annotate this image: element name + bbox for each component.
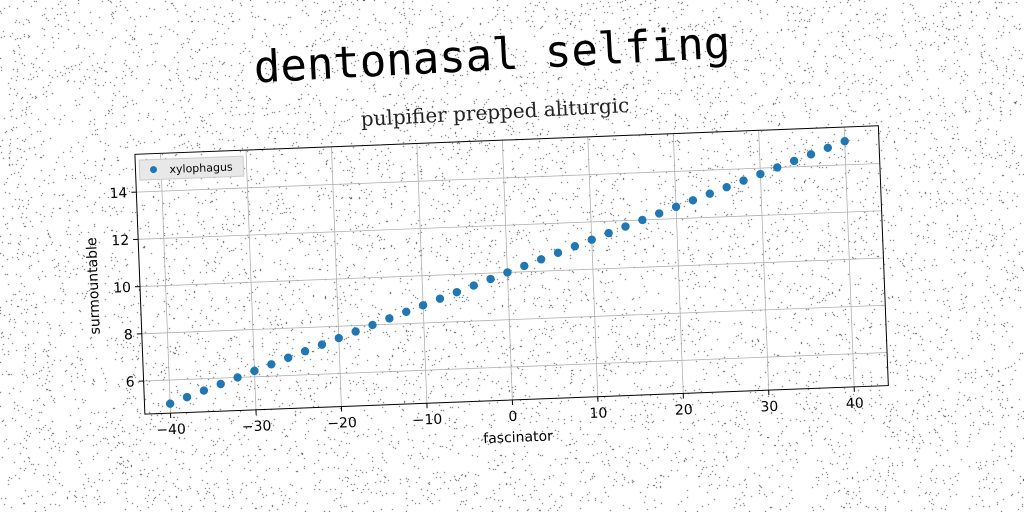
x-gridline [331, 146, 342, 407]
y-tick-label: 12 [111, 233, 129, 250]
x-tick-label: 40 [846, 396, 864, 413]
x-gridline [245, 150, 257, 410]
data-point [553, 248, 563, 257]
data-point [536, 255, 546, 264]
x-tick-label: 30 [760, 399, 778, 416]
y-ticks: 6 8 10 12 14 [109, 185, 144, 391]
data-point [688, 196, 698, 205]
data-point [840, 137, 849, 146]
data-point [705, 189, 715, 198]
legend-box [138, 155, 245, 181]
data-point [621, 222, 630, 231]
y-tick-label: 6 [125, 374, 135, 390]
x-tick-label: 10 [589, 405, 607, 422]
legend: xylophagus [138, 155, 245, 181]
legend-marker [149, 166, 157, 174]
x-tick-label: −10 [412, 412, 442, 429]
y-gridline [138, 210, 882, 240]
data-point [300, 346, 310, 356]
x-gridline [160, 153, 171, 414]
x-gridline [672, 133, 684, 394]
y-gridline [139, 257, 884, 287]
data-point [368, 320, 377, 330]
y-gridline [143, 352, 888, 382]
data-point [671, 202, 681, 212]
x-tick-label: −20 [327, 415, 357, 432]
x-tick-label: 0 [508, 409, 518, 425]
x-gridline [843, 127, 855, 387]
x-gridline [758, 130, 770, 391]
y-gridline [136, 163, 880, 193]
data-point [823, 143, 833, 152]
x-gridline [587, 136, 599, 397]
data-point [739, 176, 748, 185]
data-point [334, 333, 343, 343]
data-point [655, 209, 664, 218]
y-axis-label: surmountable [84, 237, 104, 335]
data-point [385, 314, 394, 323]
y-tick-label: 8 [124, 327, 134, 343]
x-tick-label: −40 [156, 422, 186, 439]
data-point [722, 182, 731, 192]
plot-frame [134, 125, 889, 415]
data-point [756, 169, 765, 179]
data-point [250, 366, 259, 376]
data-point [165, 399, 175, 408]
data-point [503, 268, 512, 277]
data-point [351, 327, 360, 336]
x-ticks: −40 −30 −20 −10 0 10 20 30 40 [156, 386, 864, 439]
data-point [806, 150, 816, 159]
data-point [267, 360, 276, 369]
data-point [486, 274, 495, 284]
data-point [435, 294, 445, 303]
x-tick-label: −30 [242, 418, 272, 435]
data-point [520, 261, 529, 271]
y-gridline [141, 304, 886, 335]
data-point [789, 156, 799, 166]
data-point [638, 215, 647, 225]
data-point [773, 163, 782, 172]
data-point [604, 228, 613, 238]
x-axis-label: fascinator [483, 428, 553, 447]
x-gridline [416, 143, 428, 404]
data-point [317, 340, 327, 349]
data-point [418, 301, 428, 310]
data-point [199, 386, 209, 395]
data-point [587, 235, 596, 244]
data-point [452, 287, 462, 297]
plot-group: −40 −30 −20 −10 0 10 20 30 40 6 8 10 12 14 fascinato… [84, 125, 889, 447]
x-tick-label: 20 [675, 402, 693, 419]
y-tick-label: 14 [109, 185, 128, 202]
data-point [402, 307, 411, 317]
legend-label: xylophagus [169, 161, 233, 176]
points-layer [165, 137, 849, 408]
y-tick-label: 10 [113, 280, 131, 297]
data-point [284, 353, 293, 362]
data-point [216, 379, 225, 389]
data-point [182, 392, 192, 402]
data-point [469, 281, 478, 290]
data-point [570, 242, 580, 251]
data-point [233, 373, 242, 382]
